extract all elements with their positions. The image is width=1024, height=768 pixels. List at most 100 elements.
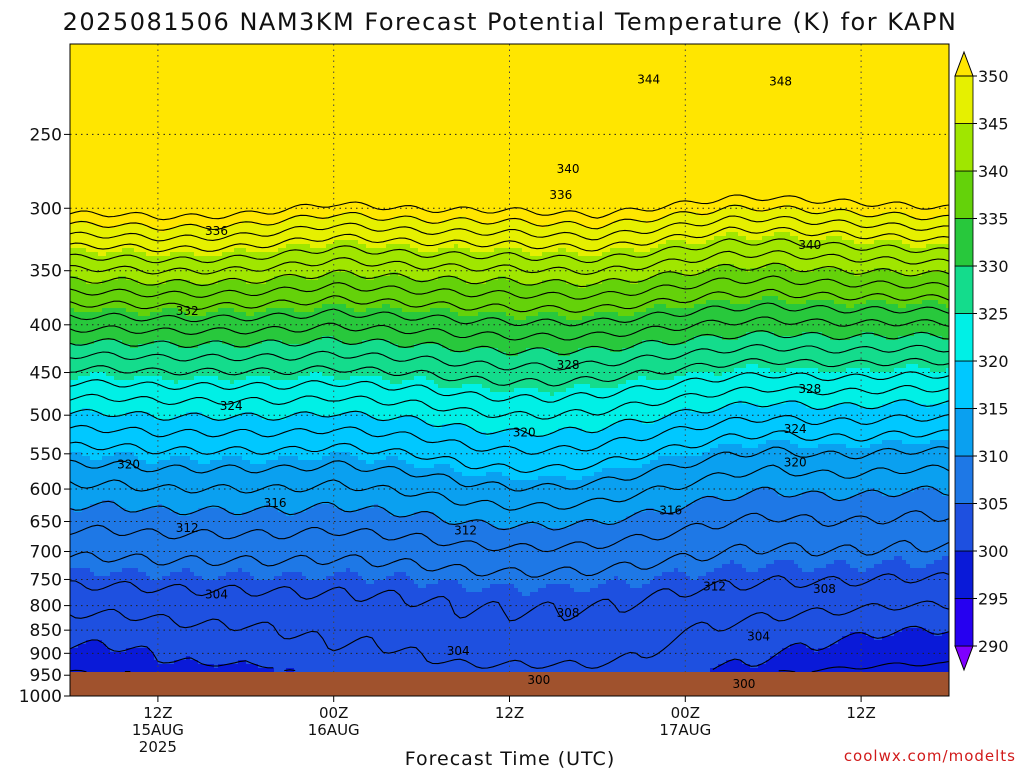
plot-area: 344 348 340 336 336 340 332 328 328 324 324 320 320 3… bbox=[70, 44, 949, 696]
x-tick-label: 00Z bbox=[319, 704, 348, 722]
colorbar-segment bbox=[954, 503, 974, 552]
contour-label: 312 bbox=[703, 579, 726, 593]
contour-line bbox=[70, 429, 949, 474]
colorbar-segment bbox=[954, 313, 974, 362]
contour-labels: 344 348 340 336 336 340 332 328 328 324 324 320 320 3… bbox=[117, 72, 836, 691]
y-tick-label: 900 bbox=[30, 644, 62, 664]
y-tick-label: 500 bbox=[30, 406, 62, 426]
y-tick-label: 950 bbox=[30, 666, 62, 686]
colorbar-segment bbox=[954, 218, 974, 267]
colorbar-segment bbox=[954, 408, 974, 457]
contour-label: 340 bbox=[798, 238, 821, 252]
svg-text:336: 336 bbox=[549, 188, 572, 202]
svg-text:304: 304 bbox=[447, 644, 470, 658]
contour-line bbox=[70, 194, 949, 221]
svg-text:300: 300 bbox=[527, 673, 550, 687]
contour-label: 308 bbox=[813, 582, 836, 596]
colorbar-segment bbox=[954, 645, 974, 672]
x-tick-label: 15AUG bbox=[132, 721, 184, 739]
contour-label: 312 bbox=[176, 521, 199, 535]
colorbar-label: 320 bbox=[978, 352, 1009, 371]
contour-lines bbox=[70, 194, 949, 673]
y-tick-label: 450 bbox=[30, 364, 62, 384]
svg-text:324: 324 bbox=[784, 422, 807, 436]
contour-line bbox=[70, 262, 949, 288]
colorbar-label: 300 bbox=[978, 542, 1009, 561]
contour-label: 344 bbox=[637, 72, 660, 86]
colorbar-segment bbox=[954, 75, 974, 124]
svg-text:312: 312 bbox=[703, 579, 726, 593]
y-tick-label: 800 bbox=[30, 597, 62, 617]
contour-label: 340 bbox=[557, 162, 580, 176]
contour-label: 328 bbox=[557, 358, 580, 372]
contour-label: 332 bbox=[176, 304, 199, 318]
contour-line bbox=[70, 510, 949, 553]
svg-text:328: 328 bbox=[557, 358, 580, 372]
svg-text:312: 312 bbox=[454, 524, 477, 538]
colorbar-segment bbox=[954, 360, 974, 409]
colorbar-label: 345 bbox=[978, 115, 1009, 134]
contour-label: 304 bbox=[205, 587, 228, 601]
x-axis-label: Forecast Time (UTC) bbox=[405, 748, 615, 768]
contour-label: 304 bbox=[747, 629, 770, 643]
contour-label: 312 bbox=[454, 524, 477, 538]
contour-line bbox=[70, 446, 949, 492]
y-axis: 250 300 350 400 450 500 550 600 650 700 750 800 850 9… bbox=[19, 125, 70, 707]
y-tick-label: 1000 bbox=[19, 687, 62, 707]
svg-text:300: 300 bbox=[732, 677, 755, 691]
contour-label: 300 bbox=[527, 673, 550, 687]
svg-text:316: 316 bbox=[264, 496, 287, 510]
y-tick-label: 600 bbox=[30, 480, 62, 500]
y-tick-label: 750 bbox=[30, 570, 62, 590]
contour-label: 348 bbox=[769, 74, 792, 88]
filled-contour-bands bbox=[70, 44, 949, 673]
contour-label: 316 bbox=[659, 504, 682, 518]
colorbar-segment bbox=[954, 265, 974, 314]
x-tick-label: 00Z bbox=[671, 704, 700, 722]
svg-text:332: 332 bbox=[176, 304, 199, 318]
svg-text:308: 308 bbox=[813, 582, 836, 596]
chart-title: 2025081506 NAM3KM Forecast Potential Tem… bbox=[63, 8, 958, 36]
svg-text:340: 340 bbox=[557, 162, 580, 176]
svg-text:344: 344 bbox=[637, 72, 660, 86]
colorbar-label: 290 bbox=[978, 637, 1009, 656]
y-tick-label: 400 bbox=[30, 316, 62, 336]
contour-line bbox=[70, 204, 949, 231]
contour-label: 316 bbox=[264, 496, 287, 510]
colorbar-segment bbox=[954, 50, 974, 77]
svg-text:320: 320 bbox=[784, 455, 807, 469]
x-tick-label: 16AUG bbox=[308, 721, 360, 739]
contour-line bbox=[70, 226, 949, 253]
contour-label: 324 bbox=[784, 422, 807, 436]
contour-label: 336 bbox=[205, 224, 228, 238]
y-tick-label: 250 bbox=[30, 125, 62, 145]
ground-surface bbox=[70, 672, 949, 696]
contour-line bbox=[70, 357, 949, 387]
svg-text:320: 320 bbox=[117, 457, 140, 471]
colorbar-label: 295 bbox=[978, 590, 1009, 609]
y-tick-label: 350 bbox=[30, 262, 62, 282]
y-tick-label: 300 bbox=[30, 199, 62, 219]
contour-line bbox=[70, 316, 949, 341]
credit-text: coolwx.com/modelts bbox=[844, 747, 1016, 765]
contour-line bbox=[70, 371, 949, 403]
x-tick-label: 2025 bbox=[139, 738, 177, 756]
svg-text:312: 312 bbox=[176, 521, 199, 535]
svg-text:324: 324 bbox=[220, 399, 243, 413]
svg-text:308: 308 bbox=[557, 606, 580, 620]
contour-label: 320 bbox=[784, 455, 807, 469]
colorbar-segment bbox=[954, 598, 974, 647]
colorbar-label: 310 bbox=[978, 447, 1009, 466]
contour-label: 328 bbox=[798, 382, 821, 396]
y-tick-label: 850 bbox=[30, 621, 62, 641]
colorbar-label: 325 bbox=[978, 305, 1009, 324]
contour-label: 320 bbox=[513, 425, 536, 439]
colorbar: 290 295 300 305 310 315 320 325 330 335 340 345 350 bbox=[954, 50, 1009, 672]
colorbar-label: 350 bbox=[978, 67, 1009, 86]
svg-text:304: 304 bbox=[747, 629, 770, 643]
y-tick-label: 650 bbox=[30, 512, 62, 532]
svg-text:316: 316 bbox=[659, 504, 682, 518]
colorbar-segment bbox=[954, 170, 974, 219]
